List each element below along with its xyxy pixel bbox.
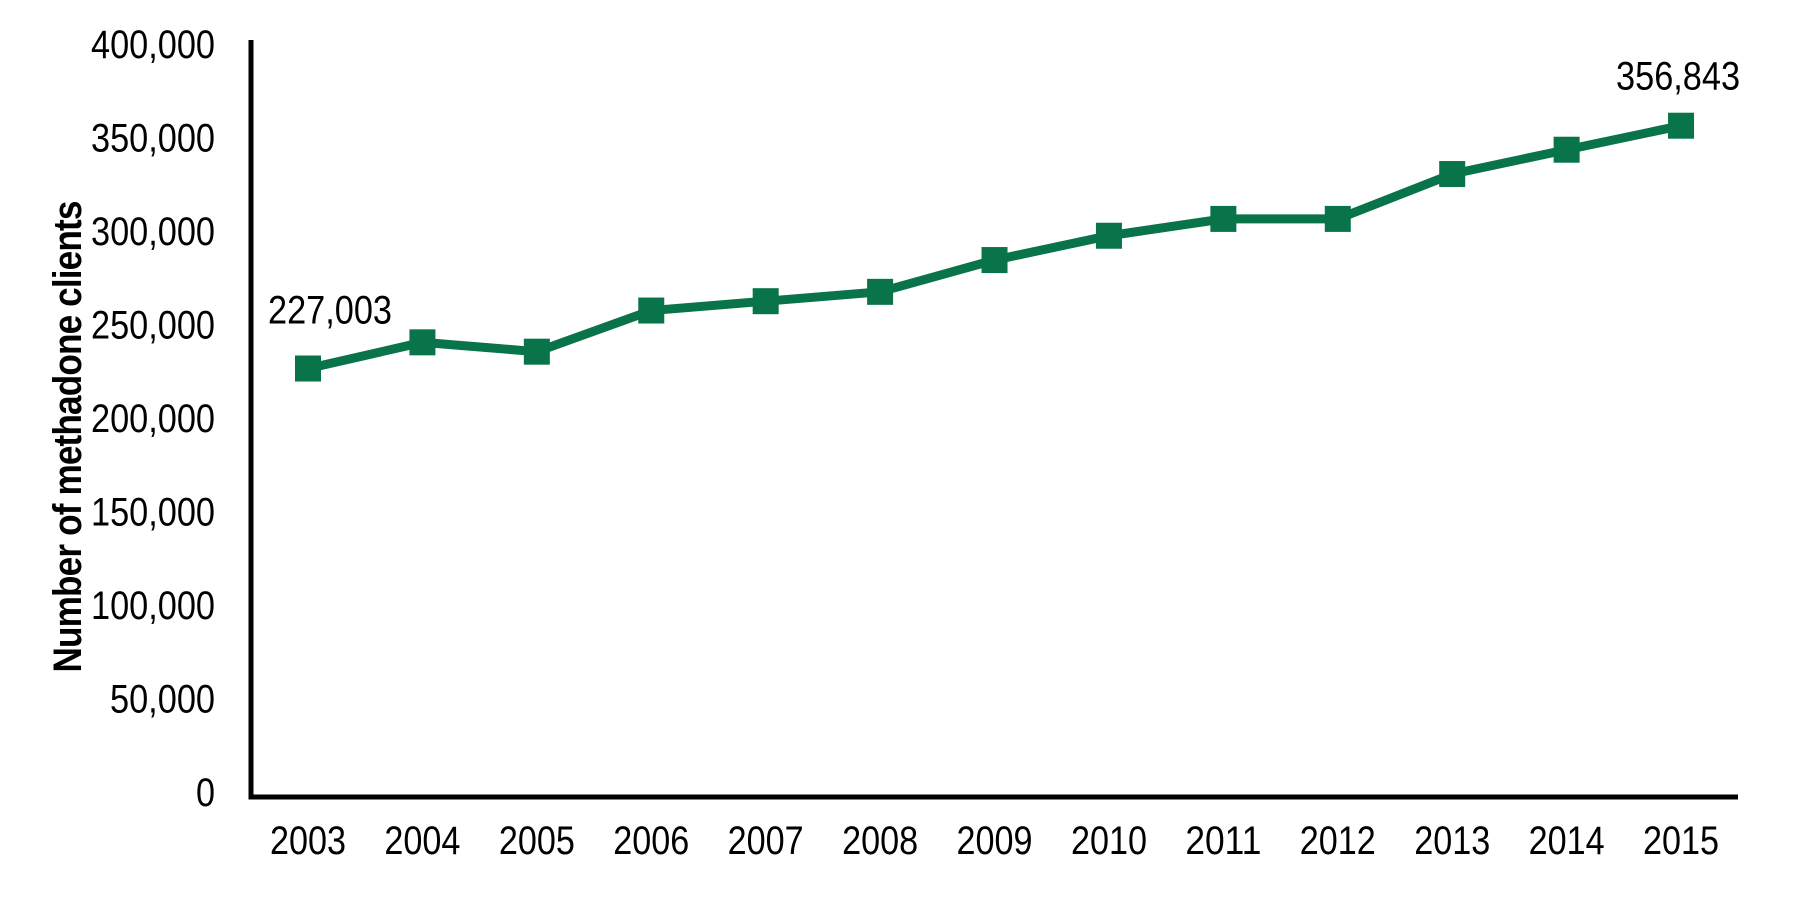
data-point-label: 227,003 — [268, 289, 392, 333]
data-point-marker — [752, 288, 779, 315]
x-tick-label: 2008 — [842, 819, 918, 863]
y-tick-label: 50,000 — [110, 678, 215, 722]
y-tick-label: 150,000 — [91, 491, 215, 535]
x-tick-label: 2013 — [1414, 819, 1490, 863]
x-tick-label: 2004 — [384, 819, 460, 863]
x-tick-label: 2015 — [1643, 819, 1719, 863]
x-tick-label: 2005 — [499, 819, 575, 863]
data-point-label: 356,843 — [1616, 55, 1740, 99]
x-tick-label: 2003 — [270, 819, 346, 863]
y-tick-label: 250,000 — [91, 304, 215, 348]
y-tick-label: 400,000 — [91, 23, 215, 67]
data-point-marker — [638, 297, 665, 324]
y-tick-label: 200,000 — [91, 397, 215, 441]
x-tick-label: 2012 — [1300, 819, 1376, 863]
data-point-marker — [1668, 112, 1695, 139]
x-tick-label: 2006 — [613, 819, 689, 863]
data-point-marker — [295, 355, 321, 382]
data-point-marker — [1439, 161, 1466, 188]
data-point-marker — [1324, 205, 1351, 232]
data-point-marker — [1553, 136, 1580, 163]
x-tick-label: 2007 — [728, 819, 804, 863]
data-point-marker — [981, 247, 1008, 274]
y-tick-label: 350,000 — [91, 117, 215, 161]
y-tick-label: 0 — [196, 771, 215, 815]
x-tick-label: 2014 — [1529, 819, 1605, 863]
data-point-marker — [1210, 205, 1237, 232]
y-tick-label: 300,000 — [91, 210, 215, 254]
data-point-marker — [867, 278, 894, 305]
data-point-marker — [523, 338, 550, 365]
x-tick-label: 2011 — [1185, 819, 1261, 863]
y-tick-label: 100,000 — [91, 584, 215, 628]
x-tick-label: 2010 — [1071, 819, 1147, 863]
data-point-marker — [409, 329, 436, 356]
x-tick-label: 2009 — [957, 819, 1033, 863]
data-point-marker — [1095, 222, 1122, 249]
